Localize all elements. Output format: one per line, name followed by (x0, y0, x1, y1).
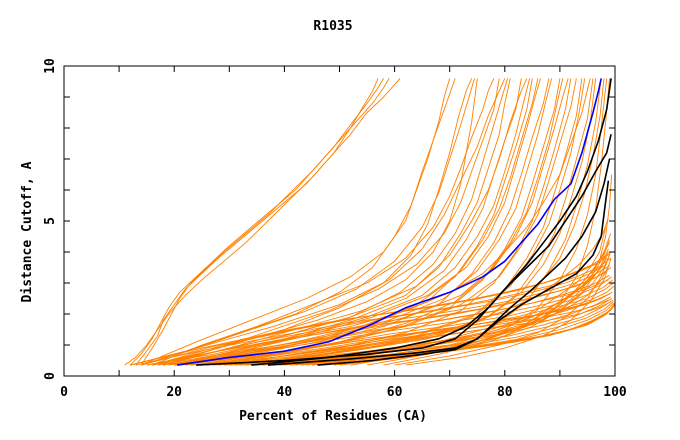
series-line-13 (129, 78, 456, 366)
x-tick-label: 80 (497, 385, 513, 400)
series-line-82 (383, 248, 609, 366)
y-tick-label: 0 (43, 372, 58, 380)
series-line-39 (140, 78, 475, 366)
x-tick-label: 60 (387, 385, 403, 400)
series-line-4 (317, 180, 610, 366)
series-line-37 (168, 78, 531, 366)
series-line-83 (394, 254, 610, 366)
series-line-47 (140, 253, 610, 366)
series-line-50 (174, 265, 610, 366)
series-layer (124, 78, 616, 366)
x-tick-label: 100 (603, 385, 627, 400)
y-axis-label: Distance Cutoff, A (20, 161, 35, 302)
series-line-22 (229, 78, 594, 366)
x-tick-label: 40 (277, 385, 293, 400)
chart-title: R1035 (313, 19, 352, 34)
series-line-20 (207, 78, 572, 366)
series-line-49 (163, 264, 607, 366)
series-line-2 (251, 134, 612, 366)
series-line-48 (152, 260, 602, 366)
series-line-76 (174, 279, 609, 366)
series-line-51 (135, 257, 611, 366)
series-line-73 (218, 291, 613, 366)
series-line-35 (152, 78, 509, 366)
series-line-40 (146, 78, 591, 366)
series-line-8 (124, 78, 379, 366)
series-line-42 (273, 227, 607, 366)
series-line-62 (245, 299, 614, 366)
series-line-0 (176, 78, 602, 366)
series-line-84 (405, 258, 612, 366)
x-tick-label: 20 (166, 385, 182, 400)
x-tick-label: 0 (60, 385, 68, 400)
y-tick-label: 5 (43, 217, 58, 225)
series-line-10 (163, 78, 500, 366)
x-axis-label: Percent of Residues (CA) (239, 409, 427, 424)
series-line-3 (267, 158, 611, 366)
series-line-53 (146, 271, 607, 366)
series-line-19 (196, 78, 561, 366)
series-line-32 (179, 78, 553, 366)
series-line-75 (240, 301, 612, 366)
series-line-29 (140, 78, 506, 366)
series-line-9 (152, 78, 495, 366)
series-line-1 (196, 78, 612, 366)
series-line-27 (163, 78, 528, 366)
ticks-layer: 0 20 40 60 80 100 0 5 10 (43, 58, 627, 400)
series-line-55 (168, 276, 612, 366)
y-tick-label: 10 (43, 58, 58, 74)
series-line-41 (284, 174, 613, 366)
series-line-21 (218, 78, 583, 366)
series-line-7 (140, 78, 384, 366)
series-line-6 (129, 78, 390, 366)
